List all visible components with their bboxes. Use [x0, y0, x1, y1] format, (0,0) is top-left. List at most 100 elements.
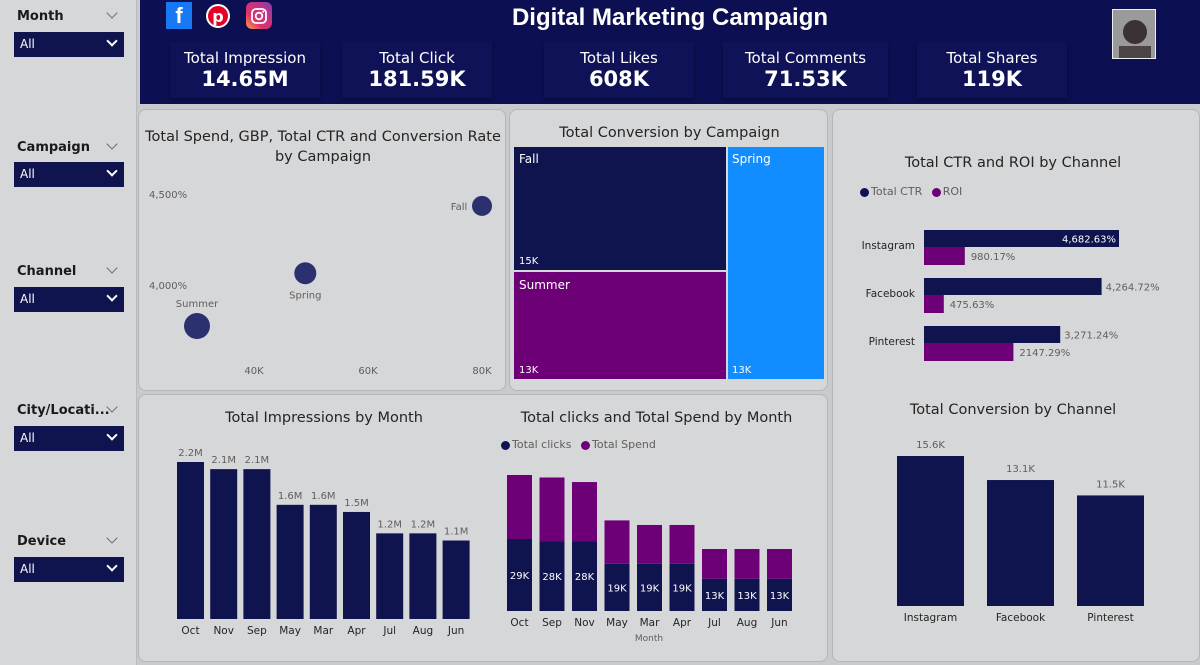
ctr-bar[interactable]	[924, 230, 1119, 247]
conversion-bar[interactable]	[987, 480, 1054, 606]
spend-bar[interactable]	[702, 549, 727, 579]
ctr-roi-chart[interactable]: Instagram 4,682.63% 980.17% Facebook 4,264.7…	[833, 210, 1200, 380]
treemap-label: Summer	[519, 278, 570, 292]
month-label: Sep	[542, 617, 562, 629]
clicks-bar[interactable]	[702, 578, 727, 611]
ctr-value-label: 3,271.24%	[1064, 331, 1118, 342]
clicks-bar[interactable]	[572, 541, 597, 611]
treemap-title: Total Conversion by Campaign	[559, 125, 780, 141]
month-label: May	[606, 617, 628, 629]
x-tick-label: 80K	[472, 366, 492, 377]
slicer-channel-value: All	[20, 292, 35, 306]
channel-panel: Total CTR and ROI by Channel Total CTR R…	[832, 109, 1200, 662]
kpi-label: Total Impression	[184, 49, 306, 67]
clicks-bar[interactable]	[637, 563, 662, 611]
spend-bar[interactable]	[637, 524, 662, 564]
point-label: Fall	[451, 202, 468, 213]
chevron-down-icon[interactable]	[106, 7, 118, 19]
month-label: Aug	[737, 617, 758, 629]
scatter-point[interactable]	[472, 195, 492, 216]
clicks-bar[interactable]	[734, 578, 760, 611]
treemap-cell-spring[interactable]: Spring 13K	[727, 146, 825, 380]
kpi-card-shares: Total Shares 119K	[917, 42, 1067, 98]
spend-bar[interactable]	[734, 549, 760, 579]
ctr-bar[interactable]	[924, 278, 1102, 295]
clicks-value-label: 29K	[510, 571, 530, 582]
ctr-bar[interactable]	[924, 326, 1061, 343]
clicks-value-label: 13K	[770, 591, 790, 602]
monthly-panel: Total Impressions by Month 2.2M Oct 2.1M No…	[138, 394, 828, 662]
scatter-point[interactable]	[184, 313, 210, 340]
clicks-bar[interactable]	[604, 563, 630, 611]
month-label: Jul	[707, 617, 721, 629]
impression-bar[interactable]	[177, 462, 204, 619]
impression-bar[interactable]	[376, 533, 404, 619]
clicks-value-label: 19K	[640, 583, 660, 594]
slicer-city-dropdown[interactable]: All	[14, 426, 124, 451]
spend-bar[interactable]	[572, 482, 597, 542]
chevron-down-icon[interactable]	[106, 262, 118, 274]
x-axis-title: Month	[635, 634, 663, 644]
impression-bar[interactable]	[343, 511, 370, 619]
clicks-spend-title: Total clicks and Total Spend by Month	[520, 410, 793, 426]
slicer-month-value: All	[20, 37, 35, 51]
clicks-bar[interactable]	[507, 539, 532, 611]
kpi-card-impression: Total Impression 14.65M	[170, 42, 320, 98]
clicks-value-label: 19K	[672, 583, 692, 594]
spend-bar[interactable]	[767, 549, 792, 579]
avatar	[1112, 9, 1156, 59]
clicks-bar[interactable]	[539, 541, 565, 611]
clicks-value-label: 13K	[705, 591, 725, 602]
spend-bar[interactable]	[507, 475, 532, 539]
impression-bar[interactable]	[409, 533, 437, 619]
chevron-down-icon	[106, 429, 118, 441]
impression-bar[interactable]	[309, 504, 337, 619]
y-tick-label: 4,000%	[149, 281, 187, 292]
slicer-month-dropdown[interactable]: All	[14, 32, 124, 57]
instagram-icon[interactable]	[246, 2, 272, 29]
bar-value-label: 2.1M	[245, 455, 270, 466]
bar-value-label: 2.2M	[178, 448, 203, 459]
conversion-channel-chart[interactable]: 15.6K Instagram 13.1K Facebook 11.5K Pinteres…	[833, 428, 1200, 628]
impression-bar[interactable]	[442, 540, 470, 620]
legend-label: Total Spend	[592, 438, 656, 451]
impressions-title: Total Impressions by Month	[225, 410, 423, 426]
clicks-bar[interactable]	[669, 563, 695, 611]
scatter-point[interactable]	[294, 262, 317, 285]
slicer-device-dropdown[interactable]: All	[14, 557, 124, 582]
impression-bar[interactable]	[210, 469, 238, 619]
impressions-chart[interactable]: 2.2M Oct 2.1M Nov 2.1M Sep 1.6M May 1.6M Mar 1.5M A…	[139, 431, 484, 641]
pinterest-icon[interactable]: p	[205, 2, 231, 29]
kpi-value: 14.65M	[201, 67, 289, 91]
legend-dot	[931, 187, 941, 197]
spend-bar[interactable]	[669, 524, 695, 564]
category-label: Facebook	[996, 612, 1046, 624]
chevron-down-icon	[106, 290, 118, 302]
scatter-chart[interactable]: 4,500% 4,000% 40K 60K 80K Fall Spring Summer	[139, 110, 507, 392]
spend-bar[interactable]	[604, 520, 630, 564]
treemap-cell-fall[interactable]: Fall 15K	[513, 146, 727, 271]
month-label: Nov	[213, 625, 234, 637]
slicer-device-title: Device	[17, 534, 67, 549]
roi-bar[interactable]	[924, 343, 1014, 361]
conversion-bar[interactable]	[1077, 495, 1144, 606]
impression-bar[interactable]	[276, 504, 304, 619]
treemap-cell-summer[interactable]: Summer 13K	[513, 271, 727, 380]
roi-bar[interactable]	[924, 295, 944, 313]
spend-bar[interactable]	[539, 477, 565, 542]
month-label: Aug	[413, 625, 434, 637]
facebook-icon[interactable]: f	[166, 2, 192, 29]
legend-label: Total clicks	[512, 438, 572, 451]
category-label: Pinterest	[869, 336, 915, 348]
chevron-down-icon[interactable]	[106, 532, 118, 544]
roi-bar[interactable]	[924, 247, 965, 265]
slicer-campaign-dropdown[interactable]: All	[14, 162, 124, 187]
conversion-bar[interactable]	[897, 456, 964, 606]
impression-bar[interactable]	[243, 469, 271, 619]
clicks-spend-chart[interactable]: 29K Oct 28K Sep 28K Nov 19K May 19K Mar 19K Apr 13K J…	[484, 455, 829, 645]
chevron-down-icon[interactable]	[106, 138, 118, 150]
bar-value-label: 1.5M	[344, 498, 369, 509]
month-label: Mar	[313, 625, 333, 637]
slicer-channel-dropdown[interactable]: All	[14, 287, 124, 312]
clicks-bar[interactable]	[767, 578, 792, 611]
